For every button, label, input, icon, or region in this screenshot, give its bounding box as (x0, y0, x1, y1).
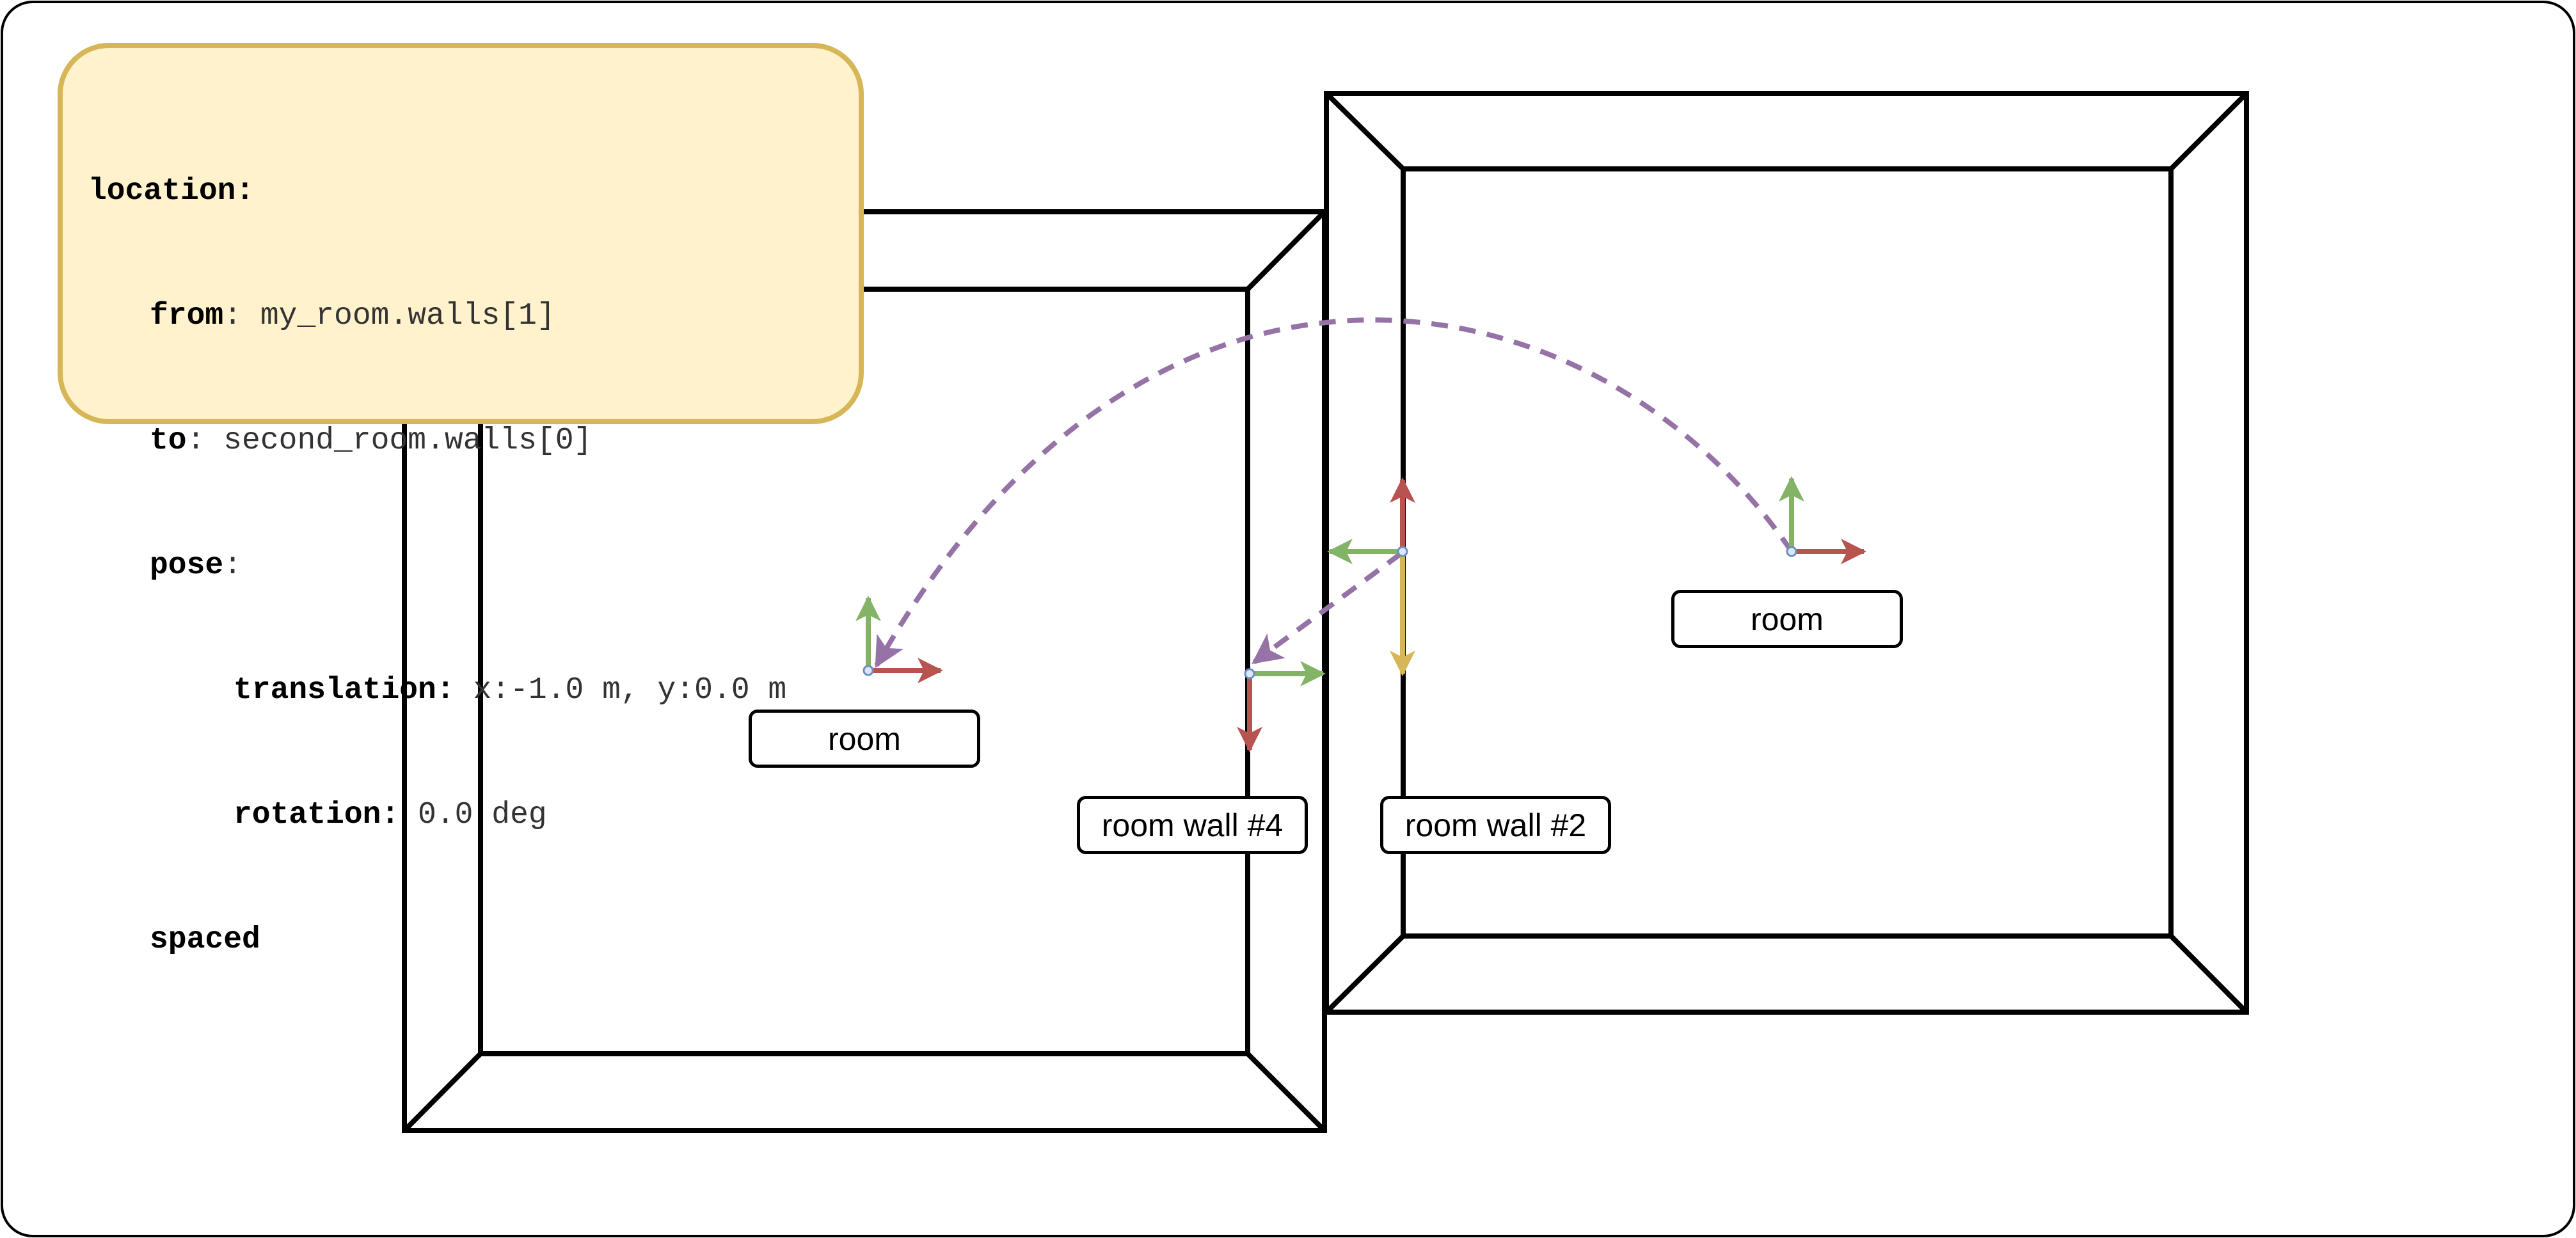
left-room-corner-tr (1246, 210, 1326, 291)
location-key: location: (88, 174, 255, 209)
rotation-value: 0.0 deg (399, 798, 547, 832)
wall-2-label: room wall #2 (1380, 796, 1611, 854)
wall-4-label: room wall #4 (1077, 796, 1308, 854)
pose-key: pose (150, 548, 224, 583)
right-room-frame (1779, 476, 1866, 564)
left-room-corner-bl (402, 1052, 482, 1132)
code-line-rotation: rotation: 0.0 deg (88, 795, 859, 836)
code-line-from: from: my_room.walls[1] (88, 296, 859, 337)
transform-path-arc (874, 317, 1794, 669)
from-colon: : (223, 299, 242, 333)
wall-4-frame (1237, 661, 1326, 752)
code-line-spaced: spaced (88, 919, 859, 961)
code-line-to: to: second_room.walls[0] (88, 420, 859, 462)
translation-colon: : (436, 673, 455, 708)
left-room-origin (863, 665, 874, 676)
spaced-key: spaced (150, 923, 260, 957)
left-room-corner-br (1246, 1052, 1326, 1132)
right-room-corner-br (2169, 934, 2248, 1014)
rotation-key: rotation (234, 798, 381, 832)
wall-2-frame (1327, 477, 1415, 676)
to-key: to (150, 424, 187, 458)
right-room-origin (1786, 546, 1797, 557)
code-line-translation: translation: x:-1.0 m, y:0.0 m (88, 670, 859, 711)
to-colon: : (186, 424, 205, 458)
right-room-corner-tl (1324, 91, 1405, 171)
right-room-corner-tr (2169, 91, 2248, 171)
rotation-colon: : (381, 798, 400, 832)
left-room-label: room (749, 710, 980, 768)
right-room-corner-bl (1324, 934, 1405, 1014)
translation-value: x:-1.0 m, y:0.0 m (454, 673, 787, 708)
code-line-location: location: (88, 171, 859, 212)
left-room-frame (855, 596, 943, 683)
from-value: my_room.walls[1] (242, 299, 555, 333)
right-room-label: room (1671, 590, 1903, 648)
wall-2-origin (1397, 546, 1408, 557)
to-value: second_room.walls[0] (205, 424, 592, 458)
code-line-pose: pose: (88, 545, 859, 587)
transform-path-short (1252, 551, 1403, 665)
location-code-box: location: from: my_room.walls[1] to: sec… (58, 43, 864, 957)
translation-key: translation (234, 673, 436, 708)
wall-4-origin (1244, 668, 1255, 679)
pose-colon: : (223, 548, 242, 583)
from-key: from (150, 299, 224, 333)
